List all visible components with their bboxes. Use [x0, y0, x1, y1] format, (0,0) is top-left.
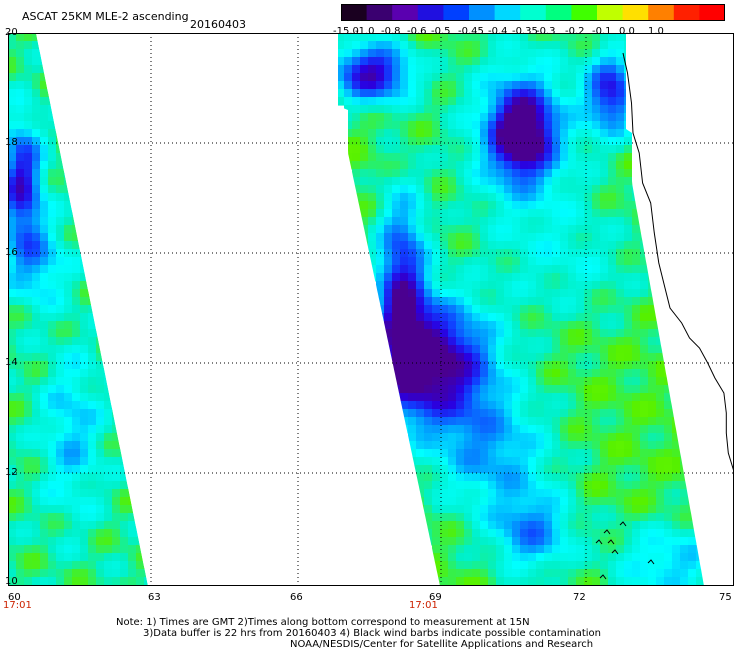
wind-barb — [611, 549, 619, 555]
color-bar-label: -0.3 — [536, 26, 556, 37]
color-bar-segment — [417, 4, 444, 21]
x-tick-label: 66 — [290, 592, 303, 603]
color-bar-segment — [443, 4, 470, 21]
plot-frame — [8, 33, 734, 586]
note-line-1: Note: 1) Times are GMT 2)Times along bot… — [116, 617, 530, 628]
color-bar-segment — [699, 4, 725, 21]
color-bar-segment — [597, 4, 624, 21]
grid-lines — [8, 33, 734, 586]
color-bar-segment — [545, 4, 572, 21]
y-tick-label: 20 — [5, 27, 18, 38]
wind-barb — [647, 559, 655, 565]
x-tick-label: 72 — [573, 592, 586, 603]
color-bar-label: 0.0 — [619, 26, 635, 37]
color-bar-segment — [520, 4, 547, 21]
y-tick-label: 14 — [5, 357, 18, 368]
color-bar-label: -0.2 — [565, 26, 585, 37]
land-mask — [626, 33, 734, 586]
color-bar — [341, 4, 725, 21]
color-bar-segment — [392, 4, 419, 21]
color-bar-label: -0.5 — [431, 26, 451, 37]
gap-mask — [36, 33, 440, 586]
color-bar-label: -0.6 — [407, 26, 427, 37]
color-bar-label: -0.4 — [488, 26, 508, 37]
color-bar-segment — [648, 4, 675, 21]
y-tick-label: 10 — [5, 576, 18, 587]
x-tick-label: 69 — [429, 592, 442, 603]
color-bar-segment — [673, 4, 700, 21]
wind-barb — [603, 529, 611, 535]
wind-barb — [599, 574, 607, 580]
map-date: 20160403 — [190, 18, 246, 31]
x-tick-label: 63 — [148, 592, 161, 603]
color-bar-label: -0.8 — [381, 26, 401, 37]
x-tick-label: 60 — [8, 592, 21, 603]
color-bar-segment — [366, 4, 393, 21]
note-line-2: 3)Data buffer is 22 hrs from 20160403 4)… — [143, 628, 601, 639]
swath-right — [336, 33, 713, 586]
map-title: ASCAT 25KM MLE-2 ascending — [22, 10, 189, 23]
wind-map — [8, 33, 734, 586]
color-bar-label: -0.45 — [458, 26, 484, 37]
color-bar-label: -0.35 — [512, 26, 538, 37]
color-bar-segment — [494, 4, 521, 21]
time-label: 17:01 — [3, 600, 32, 611]
swath-left — [8, 33, 153, 586]
y-tick-label: 16 — [5, 247, 18, 258]
coastline — [622, 52, 734, 474]
y-tick-label: 18 — [5, 137, 18, 148]
wind-barb — [619, 521, 627, 527]
color-bar-label: -1.0 — [355, 26, 375, 37]
color-bar-segment — [571, 4, 598, 21]
y-tick-label: 12 — [5, 467, 18, 478]
time-label: 17:01 — [409, 600, 438, 611]
note-line-3: NOAA/NESDIS/Center for Satellite Applica… — [290, 639, 594, 650]
wind-barb — [607, 539, 615, 545]
color-bar-label: 1.0 — [648, 26, 664, 37]
color-bar-label: -15.0 — [333, 26, 359, 37]
color-bar-segment — [341, 4, 368, 21]
wind-barb — [595, 539, 603, 545]
x-tick-label: 75 — [719, 592, 732, 603]
color-bar-segment — [469, 4, 496, 21]
color-bar-segment — [622, 4, 649, 21]
color-bar-label: -0.1 — [592, 26, 612, 37]
